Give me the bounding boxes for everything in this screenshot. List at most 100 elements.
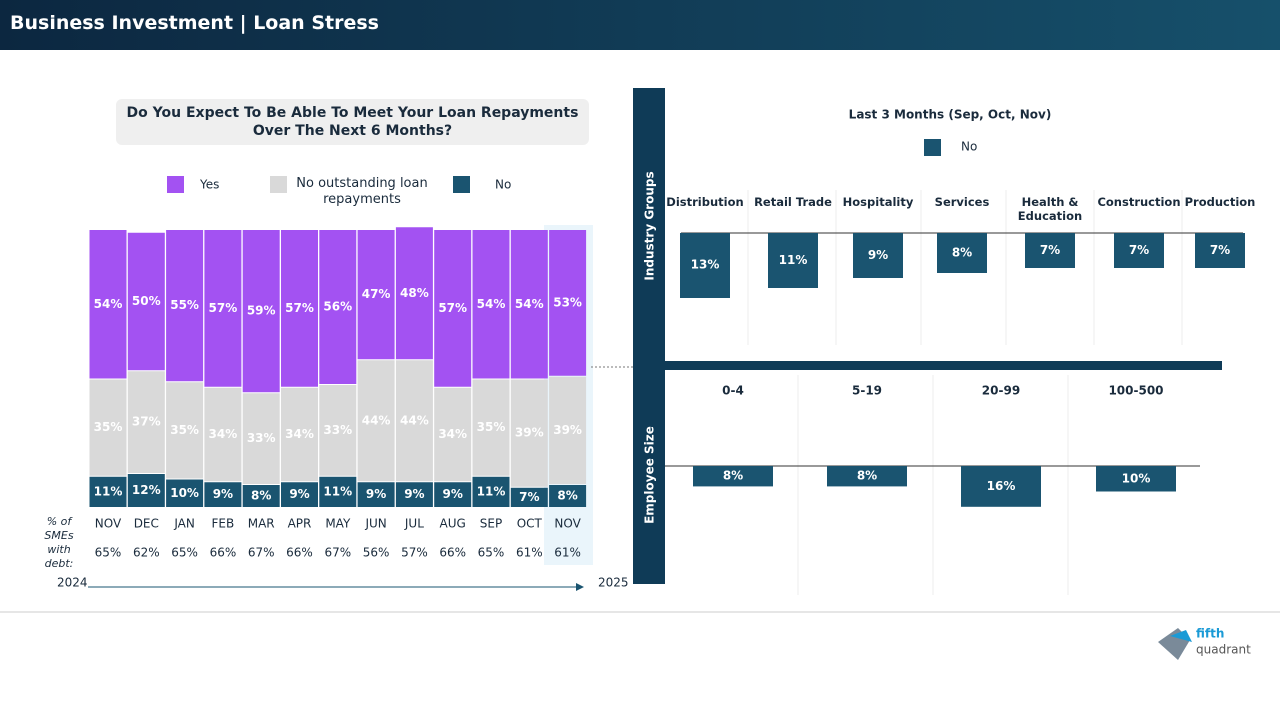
bar-segment bbox=[510, 230, 548, 379]
bar-segment bbox=[281, 387, 318, 482]
bar-segment bbox=[242, 393, 280, 484]
data-label: 16% bbox=[987, 479, 1016, 493]
bar-segment bbox=[89, 476, 127, 507]
data-label: 35% bbox=[477, 420, 506, 434]
debt-value: 66% bbox=[210, 546, 237, 560]
legend-swatch bbox=[167, 176, 184, 193]
bar-segment bbox=[127, 474, 165, 507]
data-label: 33% bbox=[323, 423, 352, 437]
legend-label: Yes bbox=[199, 178, 219, 192]
data-label: 11% bbox=[779, 253, 808, 267]
title-box bbox=[116, 99, 589, 145]
bar-segment bbox=[319, 385, 357, 476]
x-tick-label: OCT bbox=[517, 517, 543, 531]
bar bbox=[1096, 466, 1176, 492]
category-label: 5-19 bbox=[852, 384, 882, 398]
data-label: 7% bbox=[1040, 243, 1060, 257]
data-label: 9% bbox=[289, 487, 309, 501]
data-label: 57% bbox=[438, 301, 467, 315]
data-label: 8% bbox=[857, 469, 877, 483]
debt-label: % of SMEs with debt: bbox=[44, 515, 74, 570]
x-tick-label: FEB bbox=[212, 517, 235, 531]
data-label: 47% bbox=[362, 287, 391, 301]
bar-segment bbox=[472, 230, 510, 379]
data-label: 37% bbox=[132, 415, 161, 429]
bar-segment bbox=[357, 482, 395, 507]
bar-segment bbox=[319, 230, 357, 384]
data-label: 34% bbox=[209, 427, 238, 441]
category-label: Services bbox=[934, 195, 990, 209]
period-start: 2024 bbox=[57, 576, 88, 590]
x-tick-label: MAR bbox=[248, 517, 275, 531]
category-label: 0-4 bbox=[722, 384, 744, 398]
bar-segment bbox=[281, 230, 318, 387]
category-label: Retail Trade bbox=[754, 195, 832, 209]
bar-segment bbox=[127, 371, 165, 473]
x-tick-label: AUG bbox=[440, 517, 466, 531]
data-label: 9% bbox=[213, 487, 233, 501]
debt-value: 57% bbox=[401, 546, 428, 560]
data-label: 50% bbox=[132, 294, 161, 308]
bar-segment bbox=[204, 387, 242, 482]
data-label: 55% bbox=[170, 298, 199, 312]
data-label: 54% bbox=[515, 297, 544, 311]
chart-title: Last 3 Months (Sep, Oct, Nov) bbox=[849, 108, 1052, 122]
data-label: 7% bbox=[519, 490, 539, 504]
chart-title: Do You Expect To Be Able To Meet Your Lo… bbox=[126, 105, 579, 139]
data-label: 33% bbox=[247, 431, 276, 445]
debt-value: 65% bbox=[95, 546, 122, 560]
bar-segment bbox=[395, 227, 433, 360]
data-label: 11% bbox=[94, 484, 123, 498]
data-label: 8% bbox=[723, 469, 743, 483]
category-label: 100-500 bbox=[1108, 384, 1163, 398]
x-tick-label: JUN bbox=[364, 517, 386, 531]
bar-segment bbox=[89, 230, 127, 379]
bar-segment bbox=[357, 360, 395, 482]
bar-segment bbox=[127, 232, 165, 371]
bar-segment bbox=[395, 360, 433, 482]
category-label: Construction bbox=[1097, 195, 1181, 209]
data-label: 59% bbox=[247, 304, 276, 318]
legend-label: No outstanding loan repayments bbox=[296, 176, 428, 207]
debt-value: 61% bbox=[516, 546, 543, 560]
data-label: 9% bbox=[868, 248, 888, 262]
data-label: 54% bbox=[94, 297, 123, 311]
data-label: 11% bbox=[477, 484, 506, 498]
debt-value: 56% bbox=[363, 546, 390, 560]
bar-segment bbox=[281, 482, 318, 507]
header: Business Investment | Loan Stress bbox=[0, 0, 1280, 50]
x-tick-label: JAN bbox=[173, 517, 195, 531]
header-title: Business Investment | Loan Stress bbox=[10, 12, 379, 34]
bar bbox=[961, 466, 1041, 507]
data-label: 44% bbox=[400, 413, 429, 427]
x-tick-label: APR bbox=[288, 517, 312, 531]
data-label: 39% bbox=[515, 426, 544, 440]
data-label: 39% bbox=[553, 423, 582, 437]
logo-text: fifth bbox=[1196, 627, 1224, 641]
logo-mark bbox=[1170, 630, 1192, 642]
bar-segment bbox=[549, 230, 587, 376]
bar-segment bbox=[549, 485, 587, 507]
legend-label: No bbox=[961, 140, 977, 154]
side-panel bbox=[633, 88, 665, 584]
data-label: 8% bbox=[557, 489, 577, 503]
bar-segment bbox=[472, 476, 510, 507]
x-tick-label: NOV bbox=[554, 517, 581, 531]
category-label: Production bbox=[1184, 195, 1256, 209]
bar bbox=[937, 233, 987, 273]
legend-label: No bbox=[495, 178, 511, 192]
bar-segment bbox=[242, 485, 280, 507]
x-tick-label: MAY bbox=[325, 517, 351, 531]
data-label: 11% bbox=[323, 484, 352, 498]
x-tick-label: JUL bbox=[404, 517, 424, 531]
data-label: 44% bbox=[362, 413, 391, 427]
debt-value: 61% bbox=[554, 546, 581, 560]
group-label: Industry Groups bbox=[643, 171, 657, 280]
bar bbox=[853, 233, 903, 278]
data-label: 57% bbox=[209, 301, 238, 315]
bar bbox=[1025, 233, 1075, 268]
data-label: 7% bbox=[1129, 243, 1149, 257]
data-label: 7% bbox=[1210, 243, 1230, 257]
